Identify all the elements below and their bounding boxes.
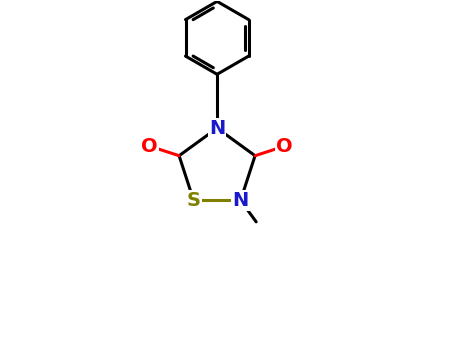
Text: S: S: [187, 191, 201, 210]
Text: O: O: [277, 136, 293, 155]
Text: N: N: [233, 191, 249, 210]
Text: O: O: [141, 136, 158, 155]
Text: N: N: [209, 119, 225, 138]
